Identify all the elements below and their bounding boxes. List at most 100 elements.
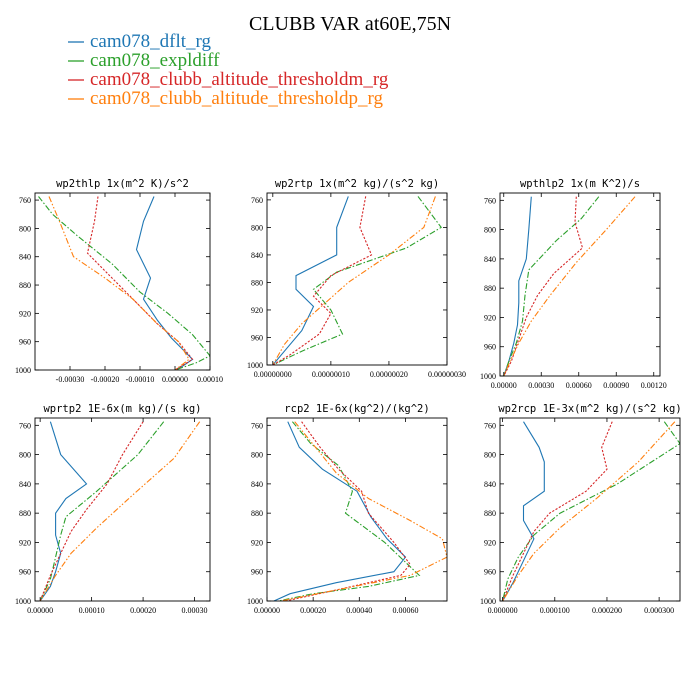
y-tick-label: 960 — [251, 568, 263, 577]
series-line-1 — [39, 421, 88, 601]
plot-frame — [266, 192, 448, 366]
y-tick-label: 960 — [484, 343, 496, 352]
x-tick-label: 0.00060 — [392, 606, 418, 615]
series-line-2 — [272, 196, 443, 365]
x-tick-label: 0.00040 — [346, 606, 372, 615]
y-tick-label: 760 — [251, 421, 263, 430]
panel-title: wp2rtp 1x(m^2 kg)/(s^2 kg) — [275, 178, 439, 190]
x-tick-label: 0.00000020 — [370, 370, 408, 379]
panel-title: wp2thlp 1x(m^2 K)/s^2 — [56, 178, 189, 190]
y-tick-label: 1000 — [247, 597, 263, 606]
series-line-3 — [502, 421, 613, 601]
y-tick-label: 880 — [19, 509, 31, 518]
panel-6: wp2rcp 1E-3x(m^2 kg)/(s^2 kg)760 800 840 88… — [480, 403, 682, 615]
y-tick-label: 960 — [251, 333, 263, 342]
series-line-3 — [272, 196, 373, 365]
plot-frame — [266, 417, 448, 602]
y-tick-label: 800 — [19, 224, 31, 233]
x-tick-label: 0.00000 — [254, 606, 280, 615]
legend: cam078_dflt_rgcam078_expldiffcam078_club… — [68, 31, 389, 109]
panel-title: wprtp2 1E-6x(m kg)/(s kg) — [43, 403, 201, 415]
y-tick-label: 1000 — [15, 597, 31, 606]
series-line-1 — [502, 421, 545, 601]
x-tick-label: 0.00000 — [491, 381, 517, 390]
series-line-4 — [280, 421, 447, 601]
y-tick-label: 800 — [19, 451, 31, 460]
y-tick-label: 800 — [251, 451, 263, 460]
y-tick-label: 920 — [484, 538, 496, 547]
series-line-1 — [503, 196, 532, 376]
x-tick-label: 0.00020 — [130, 606, 156, 615]
panels: wp2thlp 1x(m^2 K)/s^2 760 800 840 880 920 960 1… — [15, 178, 682, 615]
legend-label: cam078_clubb_altitude_thresholdp_rg — [90, 88, 384, 109]
series-line-1 — [272, 196, 349, 365]
y-tick-label: 760 — [19, 196, 31, 205]
panel-5: rcp2 1E-6x(kg^2)/(kg^2) 760 800 840 880 920 96… — [247, 403, 448, 615]
y-tick-label: 880 — [251, 278, 263, 287]
x-tick-label: 0.00000030 — [428, 370, 466, 379]
series-line-4 — [272, 196, 436, 365]
y-tick-label: 1000 — [480, 597, 496, 606]
plot-frame — [34, 417, 211, 602]
y-tick-label: 880 — [484, 509, 496, 518]
panel-title: rcp2 1E-6x(kg^2)/(kg^2) — [284, 403, 429, 415]
y-tick-label: 840 — [251, 480, 263, 489]
series-line-4 — [39, 421, 201, 601]
panel-title: wp2rcp 1E-3x(m^2 kg)/(s^2 kg) — [498, 403, 681, 415]
y-tick-label: 880 — [251, 509, 263, 518]
series-line-4 — [48, 196, 190, 370]
panel-2: wp2rtp 1x(m^2 kg)/(s^2 kg) 760 800 840 880 92… — [247, 178, 466, 379]
legend-label: cam078_expldiff — [90, 50, 220, 71]
y-tick-label: 840 — [19, 480, 31, 489]
series-line-3 — [503, 196, 584, 376]
series-line-2 — [278, 421, 421, 601]
y-tick-label: 920 — [19, 309, 31, 318]
x-tick-label: 0.00010 — [79, 606, 105, 615]
y-tick-label: 760 — [251, 196, 263, 205]
series-line-2 — [39, 421, 165, 601]
x-tick-label: 0.00000000 — [254, 370, 292, 379]
y-tick-label: 960 — [19, 568, 31, 577]
x-tick-label: 0.000100 — [540, 606, 570, 615]
y-tick-label: 1000 — [15, 366, 31, 375]
y-tick-label: 800 — [484, 451, 496, 460]
series-line-2 — [38, 196, 210, 370]
plot-frame — [499, 192, 661, 377]
y-tick-label: 760 — [484, 196, 496, 205]
panel-1: wp2thlp 1x(m^2 K)/s^2 760 800 840 880 920 960 1… — [15, 178, 223, 384]
x-tick-label: 0.000200 — [592, 606, 622, 615]
legend-label: cam078_clubb_altitude_thresholdm_rg — [90, 69, 389, 90]
series-line-2 — [502, 421, 680, 601]
y-tick-label: 840 — [484, 480, 496, 489]
x-tick-label: 0.00000 — [27, 606, 53, 615]
x-tick-label: 0.00090 — [603, 381, 629, 390]
y-tick-label: 1000 — [480, 372, 496, 381]
series-line-1 — [273, 421, 407, 601]
y-tick-label: 760 — [484, 421, 496, 430]
x-tick-label: -0.00010 — [126, 375, 155, 384]
x-tick-label: 0.00020 — [300, 606, 326, 615]
y-tick-label: 1000 — [247, 361, 263, 370]
x-tick-label: -0.00030 — [56, 375, 85, 384]
x-tick-label: 0.00120 — [641, 381, 667, 390]
x-tick-label: 0.00000010 — [312, 370, 350, 379]
x-tick-label: 0.00000 — [162, 375, 188, 384]
y-tick-label: 880 — [19, 281, 31, 290]
y-tick-label: 920 — [251, 306, 263, 315]
y-tick-label: 800 — [251, 223, 263, 232]
series-line-3 — [285, 421, 411, 601]
plot-frame — [499, 417, 681, 602]
y-tick-label: 960 — [19, 338, 31, 347]
x-tick-label: 0.000300 — [644, 606, 674, 615]
chart-title: CLUBB VAR at60E,75N — [249, 13, 451, 35]
y-tick-label: 840 — [251, 251, 263, 260]
series-line-4 — [503, 196, 636, 376]
x-tick-label: 0.00030 — [528, 381, 554, 390]
y-tick-label: 920 — [19, 538, 31, 547]
panel-3: wpthlp2 1x(m K^2)/s 760 800 840 880 920 960 100… — [480, 178, 667, 390]
y-tick-label: 960 — [484, 568, 496, 577]
y-tick-label: 840 — [19, 253, 31, 262]
panel-title: wpthlp2 1x(m K^2)/s — [520, 178, 640, 190]
x-tick-label: 0.00060 — [566, 381, 592, 390]
